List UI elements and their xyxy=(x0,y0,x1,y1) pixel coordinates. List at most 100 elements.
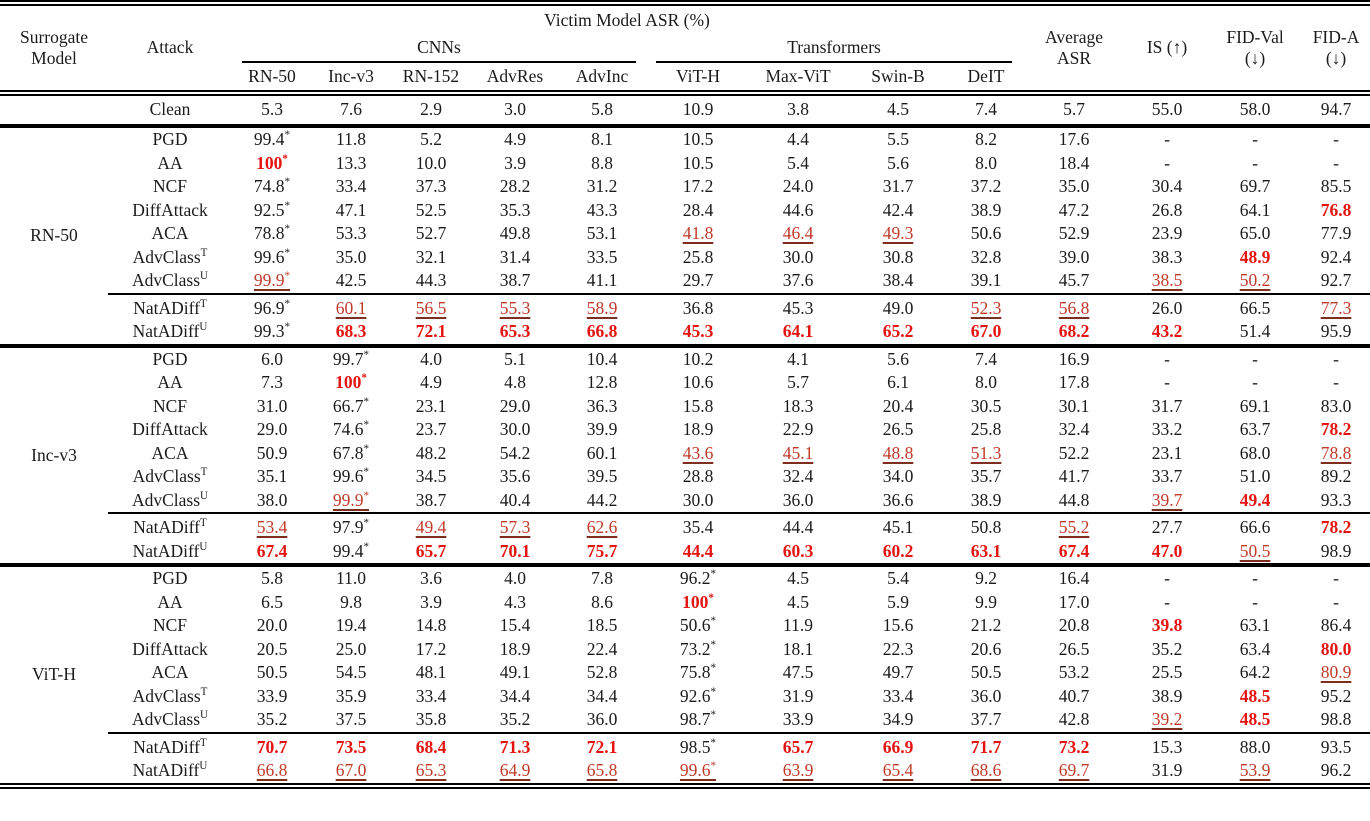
asr-cell: 52.8 xyxy=(558,661,646,685)
table-row: AdvClassT 99.6* 35.0 32.1 31.4 33.5 25.8 30.0 30… xyxy=(0,246,1370,270)
asr-value: 50.8 xyxy=(970,517,1002,538)
asr-cell: 85.5 xyxy=(1302,175,1370,199)
asr-cell: 65.3 xyxy=(390,759,472,786)
asr-cell: 51.4 xyxy=(1208,320,1302,346)
asr-value: 65.3 xyxy=(499,321,531,342)
asr-value: 35.9 xyxy=(335,685,367,706)
asr-value: 14.8 xyxy=(415,615,447,636)
asr-cell: 44.3 xyxy=(390,269,472,294)
asr-value: 63.1 xyxy=(970,540,1002,561)
asr-cell: 68.0 xyxy=(1208,442,1302,466)
asr-value: 47.5 xyxy=(782,662,814,683)
attack-label: Clean xyxy=(149,99,191,120)
asr-value: 22.4 xyxy=(586,638,618,659)
asr-value: 30.0 xyxy=(499,419,531,440)
asr-value: 18.5 xyxy=(586,615,618,636)
asr-cell: - xyxy=(1302,371,1370,395)
attack-label: AdvClassT xyxy=(132,685,208,706)
asr-value: 66.5 xyxy=(1239,297,1271,318)
asr-cell: 8.8 xyxy=(558,152,646,176)
whitebox-asterisk: * xyxy=(710,662,717,675)
asr-value: 23.9 xyxy=(1151,223,1183,244)
asr-cell: 31.7 xyxy=(846,175,950,199)
asr-value: 23.7 xyxy=(415,419,447,440)
asr-value: 99.9* xyxy=(253,270,291,291)
asr-value: 67.0 xyxy=(970,321,1002,342)
asr-cell: 18.3 xyxy=(750,395,846,419)
whitebox-asterisk: * xyxy=(710,638,717,651)
asr-cell: 15.3 xyxy=(1126,731,1209,759)
asr-value: 4.0 xyxy=(420,348,442,369)
asr-cell: 69.7 xyxy=(1022,759,1126,786)
asr-value: 69.7 xyxy=(1058,760,1090,781)
asr-cell: 35.3 xyxy=(472,199,558,223)
asr-value: 78.2 xyxy=(1320,517,1352,538)
asr-value: 33.5 xyxy=(586,246,618,267)
asr-cell: 11.8 xyxy=(312,124,390,152)
asr-cell: 66.7* xyxy=(312,395,390,419)
asr-cell: 7.6 xyxy=(312,93,390,126)
asr-cell: 36.0 xyxy=(558,708,646,733)
asr-cell: 39.7 xyxy=(1126,489,1208,514)
asr-cell: 35.4 xyxy=(646,512,750,540)
asr-value: 35.4 xyxy=(682,517,714,538)
asr-cell: - xyxy=(1302,124,1370,152)
asr-cell: 72.1 xyxy=(558,731,646,759)
asr-value: 64.2 xyxy=(1239,662,1271,683)
table-row: AdvClassT 35.1 99.6* 34.5 35.6 39.5 28.8 32.4 34… xyxy=(0,465,1370,489)
asr-cell: 48.9 xyxy=(1208,246,1302,270)
asr-cell: 68.4 xyxy=(390,731,472,759)
asr-cell: 11.9 xyxy=(750,614,846,638)
asr-cell: 15.4 xyxy=(472,614,558,638)
asr-cell: - xyxy=(1126,343,1209,371)
asr-cell: 9.8 xyxy=(312,591,390,615)
asr-value: 100* xyxy=(256,152,288,173)
asr-value: 73.2 xyxy=(1058,736,1090,757)
asr-value: 32.8 xyxy=(970,246,1002,267)
asr-cell: 40.7 xyxy=(1022,685,1126,709)
asr-cell: 47.2 xyxy=(1022,199,1126,223)
asr-cell: 6.0 xyxy=(232,343,312,371)
asr-value: 30.1 xyxy=(1058,395,1090,416)
asr-value: 68.4 xyxy=(415,736,447,757)
asr-cell: - xyxy=(1302,343,1370,371)
asr-value: 26.0 xyxy=(1151,297,1183,318)
asr-cell: 38.7 xyxy=(472,269,558,294)
asr-value: 7.4 xyxy=(975,99,997,120)
asr-value: 66.7* xyxy=(332,395,370,416)
asr-cell: 27.7 xyxy=(1126,512,1209,540)
asr-value: 75.8* xyxy=(679,662,717,683)
asr-value: 8.6 xyxy=(591,591,613,612)
asr-value: 17.2 xyxy=(415,638,447,659)
asr-value: 92.6* xyxy=(679,685,717,706)
asr-value: 18.9 xyxy=(499,638,531,659)
asr-cell: 7.8 xyxy=(558,563,646,591)
asr-cell: 33.4 xyxy=(312,175,390,199)
asr-results-table: Surrogate Model Attack Victim Model ASR … xyxy=(0,0,1370,789)
asr-cell: 53.2 xyxy=(1022,661,1126,685)
asr-value: 22.9 xyxy=(782,419,814,440)
asr-value: 65.8 xyxy=(586,760,618,781)
asr-cell: 45.3 xyxy=(750,292,846,320)
asr-cell: 55.0 xyxy=(1126,93,1208,126)
attack-label: NatADiffU xyxy=(132,540,208,561)
asr-cell: - xyxy=(1126,563,1209,591)
asr-value: 10.5 xyxy=(682,129,714,150)
attack-label: AA xyxy=(157,591,183,612)
asr-value: 29.7 xyxy=(682,270,714,291)
asr-value: - xyxy=(1333,152,1339,173)
asr-cell: 26.8 xyxy=(1126,199,1208,223)
asr-value: 69.7 xyxy=(1239,176,1271,197)
asr-cell: 41.7 xyxy=(1022,465,1126,489)
asr-value: 42.4 xyxy=(882,199,914,220)
asr-cell: 10.5 xyxy=(646,124,750,152)
table-row: Inc-v3 PGD 6.0 99.7* 4.0 5.1 10.4 10.2 4.1 5.6 7.4… xyxy=(0,343,1370,565)
asr-value: 31.9 xyxy=(782,685,814,706)
asr-cell: 4.9 xyxy=(390,371,472,395)
asr-value: 35.6 xyxy=(499,466,531,487)
asr-value: 35.8 xyxy=(415,709,447,730)
asr-value: 38.9 xyxy=(970,199,1002,220)
asr-cell: - xyxy=(1302,152,1370,176)
asr-value: 50.5 xyxy=(1239,540,1271,561)
asr-cell: 48.2 xyxy=(390,442,472,466)
